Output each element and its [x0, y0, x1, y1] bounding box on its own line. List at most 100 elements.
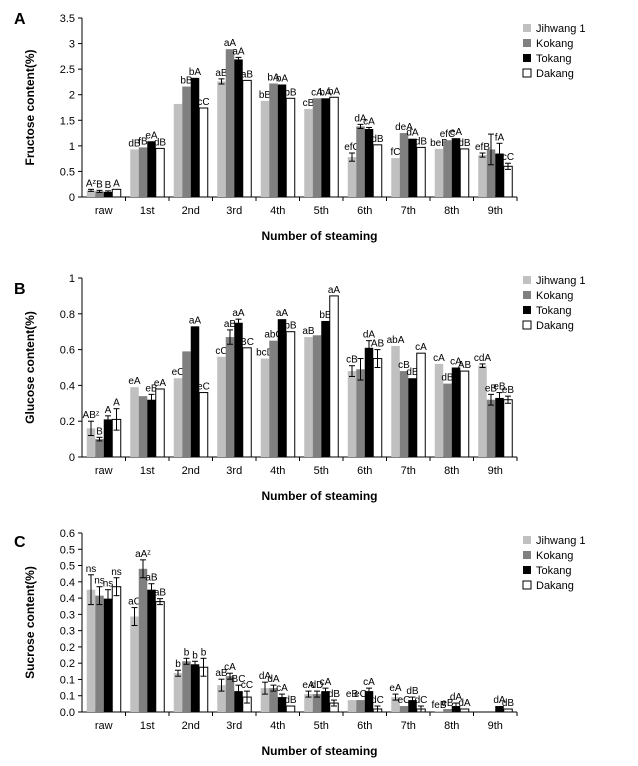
y-tick-label: 0.1 [60, 674, 75, 686]
data-label: dB [441, 373, 454, 384]
bar [364, 347, 374, 457]
data-label: A [113, 178, 120, 189]
legend: Jihwang 1 Kokang Tokang Dakang [522, 275, 586, 332]
x-tick-label: 9th [488, 205, 503, 217]
bar [269, 83, 278, 197]
bar [86, 190, 96, 197]
bar [285, 331, 296, 458]
legend-swatch [523, 291, 531, 299]
y-tick-label: 2 [69, 90, 75, 102]
bar [277, 697, 287, 712]
data-label: dB [154, 137, 167, 148]
data-label: dB [502, 698, 515, 709]
bar [443, 140, 452, 197]
data-label: eB [145, 383, 158, 394]
x-tick-label: 8th [444, 720, 459, 732]
bar [321, 320, 330, 457]
bar [486, 149, 496, 197]
x-tick-label: 8th [444, 465, 459, 477]
x-tick-label: 7th [401, 720, 416, 732]
bar [86, 589, 96, 712]
bar [217, 685, 226, 712]
legend-entry: Dakang [536, 68, 574, 80]
x-tick-label: 5th [314, 465, 329, 477]
data-label: aC [128, 597, 141, 608]
data-label: eA [389, 683, 402, 694]
x-tick-label: 6th [357, 205, 372, 217]
data-label: cA [320, 677, 332, 688]
data-label: A [105, 405, 112, 416]
bar [269, 688, 278, 712]
bar [217, 356, 226, 457]
bar [217, 81, 226, 197]
bar [225, 337, 235, 457]
data-label: bA [319, 87, 332, 98]
bar [312, 694, 322, 712]
data-label: bA [328, 86, 341, 97]
data-label: bcD [256, 348, 274, 359]
data-label: eC [354, 689, 367, 700]
bar [321, 691, 330, 712]
bar [321, 98, 330, 197]
data-label: aA [276, 308, 289, 319]
data-label: eA [128, 376, 141, 387]
data-label: aAᶻ [135, 549, 151, 560]
bar [234, 691, 243, 712]
y-tick-label: 0.8 [60, 309, 75, 321]
x-tick-label: raw [95, 205, 113, 217]
data-label: dA [354, 113, 367, 124]
bar [459, 708, 470, 713]
x-tick-label: 4th [270, 205, 285, 217]
data-label: bA [276, 73, 289, 84]
data-label: cC [215, 346, 227, 357]
x-tick-label: 7th [401, 205, 416, 217]
data-label: aB [215, 668, 228, 679]
legend: Jihwang 1 Kokang Tokang Dakang [522, 23, 586, 80]
y-tick-label: 0.5 [60, 561, 75, 573]
bar [459, 148, 470, 198]
data-label: B [96, 179, 103, 190]
data-label: aA [224, 38, 237, 49]
data-label: aB [215, 68, 228, 79]
legend-entry: Kokang [536, 38, 573, 50]
y-tick-label: 0 [69, 452, 75, 464]
bar [147, 589, 156, 712]
bar [347, 157, 357, 197]
data-label: cA [276, 683, 288, 694]
x-tick-label: 8th [444, 205, 459, 217]
bar [95, 191, 104, 197]
bar [260, 688, 270, 712]
legend-swatch [523, 306, 531, 314]
bar [451, 367, 461, 457]
data-label: efC [344, 142, 360, 153]
data-label: dA [259, 671, 272, 682]
bar [443, 383, 452, 457]
bar [95, 595, 104, 712]
chart-panel-a: A Fructose content(%) Number of steaming 0 0… [14, 11, 586, 243]
bar [111, 188, 122, 198]
bar [103, 419, 113, 457]
bar [147, 399, 156, 457]
data-label: aB [145, 573, 158, 584]
data-label: eB [493, 382, 506, 393]
x-tick-label: 7th [401, 465, 416, 477]
bar [173, 103, 183, 197]
panel-letter: B [14, 281, 26, 298]
data-label: BC [240, 337, 254, 348]
data-label: cB [346, 355, 358, 366]
data-label: eA [145, 130, 158, 141]
data-label: Aᶻ [86, 178, 97, 189]
bar [182, 661, 191, 712]
data-label: dB [406, 686, 419, 697]
legend-swatch [523, 39, 531, 47]
bar [147, 141, 156, 197]
legend-entry: Jihwang 1 [536, 535, 586, 547]
x-axis-title: Number of steaming [261, 229, 377, 243]
data-label: abC [264, 330, 282, 341]
x-tick-label: 9th [488, 465, 503, 477]
legend-entry: Kokang [536, 290, 573, 302]
y-tick-label: 0 [69, 192, 75, 204]
data-label: B [105, 180, 112, 191]
x-tick-label: 5th [314, 720, 329, 732]
